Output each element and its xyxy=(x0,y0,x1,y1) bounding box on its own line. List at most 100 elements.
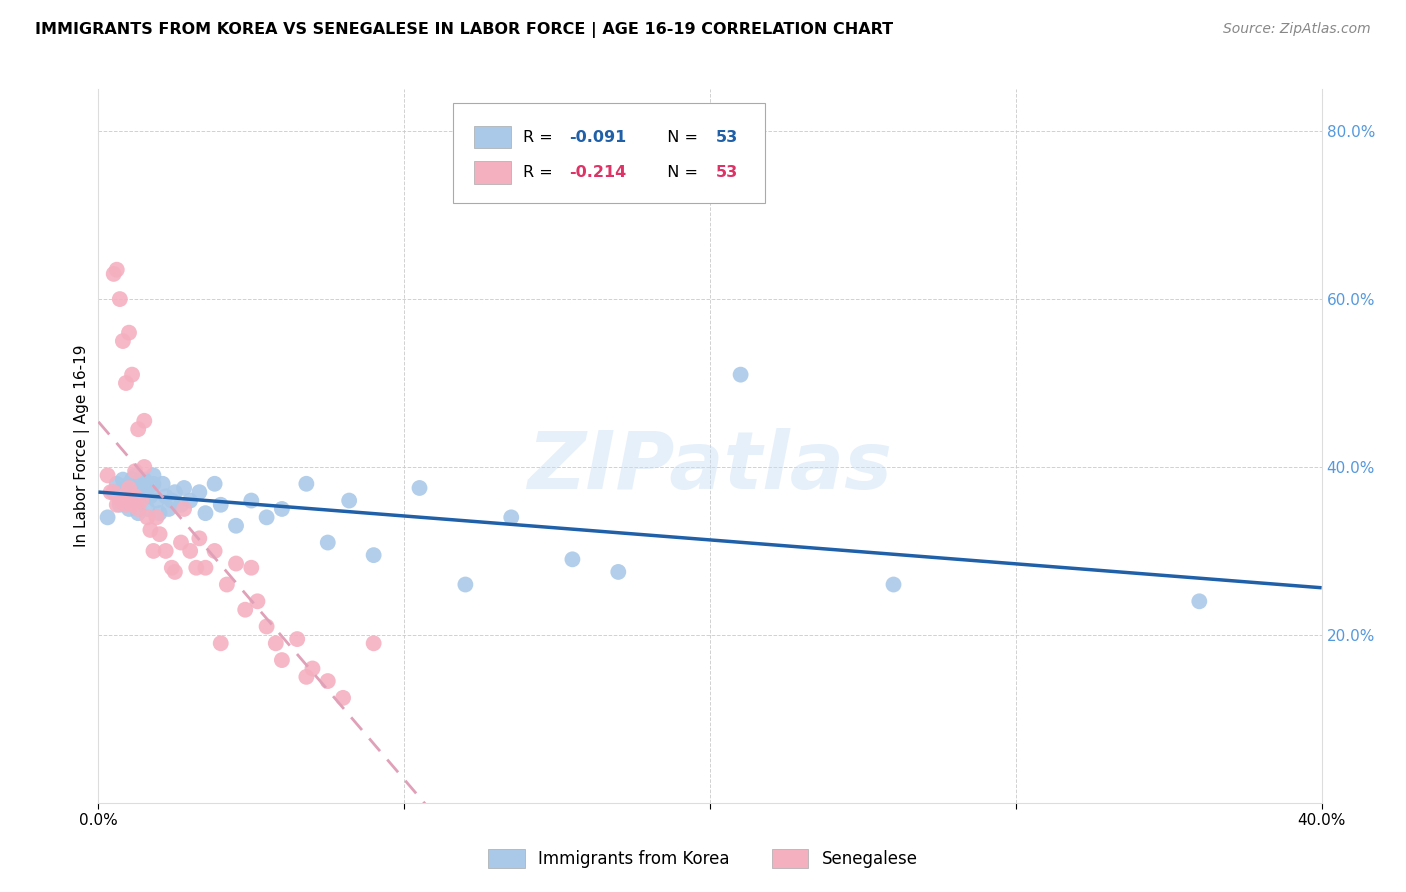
Point xyxy=(139,489,162,503)
Text: N =: N = xyxy=(658,165,703,180)
Point xyxy=(134,473,156,487)
Point xyxy=(246,594,269,608)
Point xyxy=(209,498,232,512)
Point xyxy=(121,489,143,503)
Point xyxy=(142,468,165,483)
Text: 53: 53 xyxy=(716,129,738,145)
Point xyxy=(170,535,193,549)
Point xyxy=(149,527,172,541)
Point xyxy=(121,473,143,487)
Point xyxy=(111,485,134,500)
Text: N =: N = xyxy=(658,129,703,145)
Point xyxy=(124,468,146,483)
Point xyxy=(264,636,287,650)
Point xyxy=(111,489,134,503)
Point xyxy=(145,493,167,508)
Point xyxy=(100,485,122,500)
Point xyxy=(186,560,208,574)
Point xyxy=(118,502,141,516)
Point xyxy=(152,476,174,491)
Point xyxy=(118,481,141,495)
Text: -0.091: -0.091 xyxy=(569,129,627,145)
FancyBboxPatch shape xyxy=(474,126,510,148)
Legend: Immigrants from Korea, Senegalese: Immigrants from Korea, Senegalese xyxy=(482,842,924,875)
Point xyxy=(173,502,195,516)
FancyBboxPatch shape xyxy=(453,103,765,203)
Text: R =: R = xyxy=(523,165,558,180)
Point xyxy=(134,485,156,500)
Point xyxy=(209,636,232,650)
Point xyxy=(121,368,143,382)
Point xyxy=(105,262,128,277)
Point xyxy=(295,670,318,684)
Point xyxy=(155,544,177,558)
Point xyxy=(97,468,120,483)
Point xyxy=(129,476,152,491)
Point xyxy=(103,485,125,500)
Point xyxy=(240,493,263,508)
Point xyxy=(240,560,263,574)
Point xyxy=(163,565,186,579)
Point xyxy=(225,518,247,533)
Point xyxy=(188,532,211,546)
Point xyxy=(103,267,125,281)
Point xyxy=(363,548,385,562)
Point xyxy=(163,485,186,500)
Point xyxy=(115,376,138,390)
Text: Source: ZipAtlas.com: Source: ZipAtlas.com xyxy=(1223,22,1371,37)
Point xyxy=(108,498,131,512)
Point xyxy=(160,560,183,574)
Point xyxy=(194,560,217,574)
Point xyxy=(270,502,292,516)
Point xyxy=(155,489,177,503)
Point xyxy=(134,414,156,428)
Point xyxy=(256,619,278,633)
Point xyxy=(730,368,752,382)
Point xyxy=(332,690,354,705)
Point xyxy=(188,485,211,500)
Point xyxy=(215,577,238,591)
Point xyxy=(115,493,138,508)
Point xyxy=(142,476,165,491)
Point xyxy=(225,557,247,571)
Point xyxy=(145,510,167,524)
Point xyxy=(204,476,226,491)
Point xyxy=(170,498,193,512)
Point xyxy=(111,473,134,487)
Text: IMMIGRANTS FROM KOREA VS SENEGALESE IN LABOR FORCE | AGE 16-19 CORRELATION CHART: IMMIGRANTS FROM KOREA VS SENEGALESE IN L… xyxy=(35,22,893,38)
Point xyxy=(124,489,146,503)
Point xyxy=(256,510,278,524)
Point xyxy=(179,493,201,508)
Text: 53: 53 xyxy=(716,165,738,180)
Point xyxy=(233,603,256,617)
Point xyxy=(301,661,323,675)
Point xyxy=(408,481,430,495)
Point xyxy=(270,653,292,667)
Point xyxy=(108,292,131,306)
Point xyxy=(136,510,159,524)
Point xyxy=(127,502,149,516)
Text: R =: R = xyxy=(523,129,558,145)
Point xyxy=(194,506,217,520)
Point xyxy=(97,510,120,524)
Point xyxy=(118,326,141,340)
Point xyxy=(173,481,195,495)
Point xyxy=(316,674,339,689)
Point xyxy=(108,493,131,508)
Text: -0.214: -0.214 xyxy=(569,165,627,180)
Point xyxy=(142,544,165,558)
Point xyxy=(124,464,146,478)
Point xyxy=(105,498,128,512)
Point xyxy=(124,481,146,495)
Point xyxy=(127,493,149,508)
Point xyxy=(111,334,134,348)
Point xyxy=(127,422,149,436)
Point xyxy=(285,632,308,646)
Point xyxy=(136,502,159,516)
FancyBboxPatch shape xyxy=(474,161,510,184)
Point xyxy=(136,481,159,495)
Point xyxy=(118,476,141,491)
Point xyxy=(127,506,149,520)
Point xyxy=(501,510,523,524)
Point xyxy=(121,498,143,512)
